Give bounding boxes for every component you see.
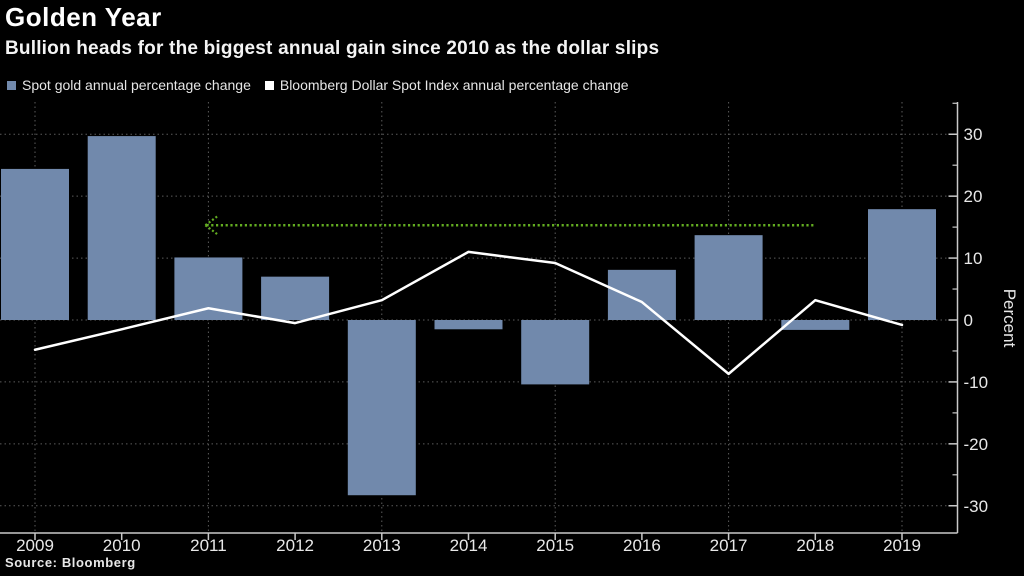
x-tick-label-2019: 2019	[883, 536, 921, 555]
bar-2011	[174, 257, 243, 320]
y-tick-label-30: 30	[964, 125, 983, 144]
bar-2013	[347, 320, 416, 496]
x-tick-label-2016: 2016	[623, 536, 661, 555]
x-tick-label-2013: 2013	[363, 536, 401, 555]
chart-title: Golden Year	[5, 2, 162, 32]
chart-legend: Spot gold annual percentage change Bloom…	[7, 77, 629, 93]
legend-item-gold: Spot gold annual percentage change	[7, 77, 251, 93]
bar-2009	[1, 168, 69, 320]
bar-2014	[434, 320, 503, 330]
y-tick-label--20: -20	[964, 435, 989, 454]
y-tick-label--30: -30	[964, 497, 989, 516]
bar-2016	[607, 269, 676, 320]
x-tick-label-2012: 2012	[276, 536, 314, 555]
dollar-series-swatch-icon	[264, 80, 274, 90]
x-tick-label-2014: 2014	[450, 536, 488, 555]
bar-2017	[694, 235, 763, 320]
legend-label-gold: Spot gold annual percentage change	[22, 77, 251, 93]
x-tick-label-2009: 2009	[16, 536, 54, 555]
y-axis-title: Percent	[1000, 289, 1019, 348]
bar-2010	[87, 136, 156, 320]
bar-2015	[521, 320, 590, 385]
x-tick-label-2011: 2011	[190, 536, 227, 555]
x-tick-label-2015: 2015	[536, 536, 574, 555]
x-tick-label-2017: 2017	[710, 536, 748, 555]
legend-item-dollar-index: Bloomberg Dollar Spot Index annual perce…	[264, 77, 629, 93]
legend-label-dollar-index: Bloomberg Dollar Spot Index annual perce…	[279, 77, 629, 93]
bar-2012	[261, 276, 330, 320]
bar-2018	[781, 320, 850, 330]
annotation-arrowhead-upper-icon	[204, 215, 219, 227]
dollar-index-line	[33, 250, 904, 376]
gold-series-swatch-icon	[7, 80, 16, 90]
y-tick-label--10: -10	[964, 373, 989, 392]
y-tick-label-0: 0	[964, 311, 973, 330]
annotation-arrowhead-lower-icon	[204, 224, 219, 236]
chart-subtitle: Bullion heads for the biggest annual gai…	[5, 38, 660, 59]
bar-2019	[868, 209, 936, 320]
y-tick-label-10: 10	[964, 249, 983, 268]
x-tick-label-2018: 2018	[796, 536, 834, 555]
source-note: Source: Bloomberg	[5, 555, 136, 570]
y-tick-label-20: 20	[964, 187, 983, 206]
x-tick-label-2010: 2010	[103, 536, 141, 555]
